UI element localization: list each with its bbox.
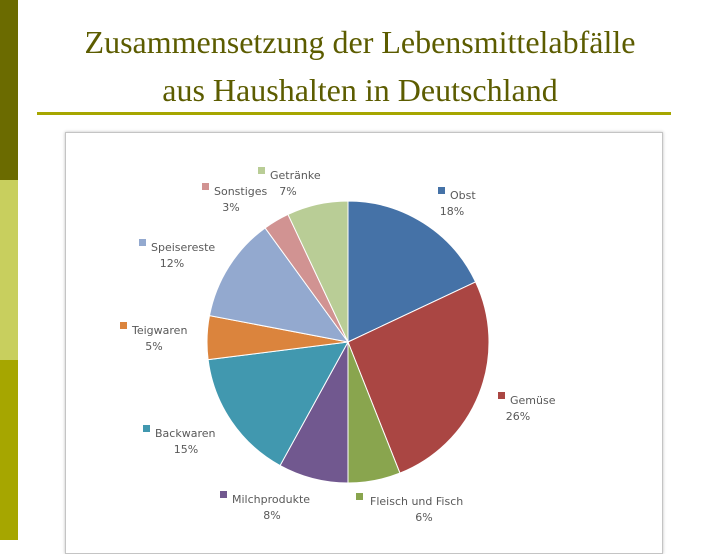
left-accent-bar-olive (0, 360, 18, 540)
data-value-gemuese: 26% (506, 410, 530, 423)
data-label-obst: Obst (450, 189, 476, 202)
pie-slice-speisereste (208, 227, 350, 343)
data-label-sonstiges: Sonstiges (214, 185, 268, 198)
legend-swatch-speisereste (139, 239, 146, 246)
data-label-backwaren: Backwaren (155, 427, 215, 440)
legend-swatch-sonstiges (202, 183, 209, 190)
data-value-speisereste: 12% (160, 257, 184, 270)
pie-chart: Obst 18% Gemüse 26% Fleisch und Fisch 6% Milch… (120, 167, 556, 524)
legend-swatch-teigwaren (120, 322, 127, 329)
pie-slice-obst (347, 200, 477, 343)
data-value-teigwaren: 5% (145, 340, 162, 353)
pie-slice-gemuese (347, 281, 490, 474)
slide-title-line-1: Zusammensetzung der Lebensmittelabfälle (84, 24, 636, 60)
legend-swatch-obst (438, 187, 445, 194)
data-value-getraenke: 7% (279, 185, 296, 198)
data-value-obst: 18% (440, 205, 464, 218)
data-label-gemuese: Gemüse (510, 394, 556, 407)
legend-swatch-backwaren (143, 425, 150, 432)
data-label-getraenke: Getränke (270, 169, 321, 182)
left-accent-bar-light (0, 180, 18, 360)
data-value-fleisch-und-fisch: 6% (415, 511, 432, 524)
legend-swatch-getraenke (258, 167, 265, 174)
chart-frame: Obst 18% Gemüse 26% Fleisch und Fisch 6% Milch… (65, 132, 663, 554)
data-label-fleisch-und-fisch: Fleisch und Fisch (370, 495, 463, 508)
data-label-speisereste: Speisereste (151, 241, 215, 254)
legend-swatch-gemuese (498, 392, 505, 399)
data-value-sonstiges: 3% (222, 201, 239, 214)
data-label-milchprodukte: Milchprodukte (232, 493, 310, 506)
slide-title: Zusammensetzung der Lebensmittelabfälle … (30, 18, 690, 114)
pie-slice-backwaren (207, 341, 349, 467)
left-accent-bar-dark (0, 0, 18, 180)
title-divider (37, 112, 671, 115)
data-label-teigwaren: Teigwaren (131, 324, 187, 337)
pie-slice-getraenke (287, 200, 349, 343)
slide-title-line-2: aus Haushalten in Deutschland (162, 72, 558, 108)
legend-swatch-fleisch-und-fisch (356, 493, 363, 500)
legend-swatch-milchprodukte (220, 491, 227, 498)
data-value-milchprodukte: 8% (263, 509, 280, 522)
data-value-backwaren: 15% (174, 443, 198, 456)
